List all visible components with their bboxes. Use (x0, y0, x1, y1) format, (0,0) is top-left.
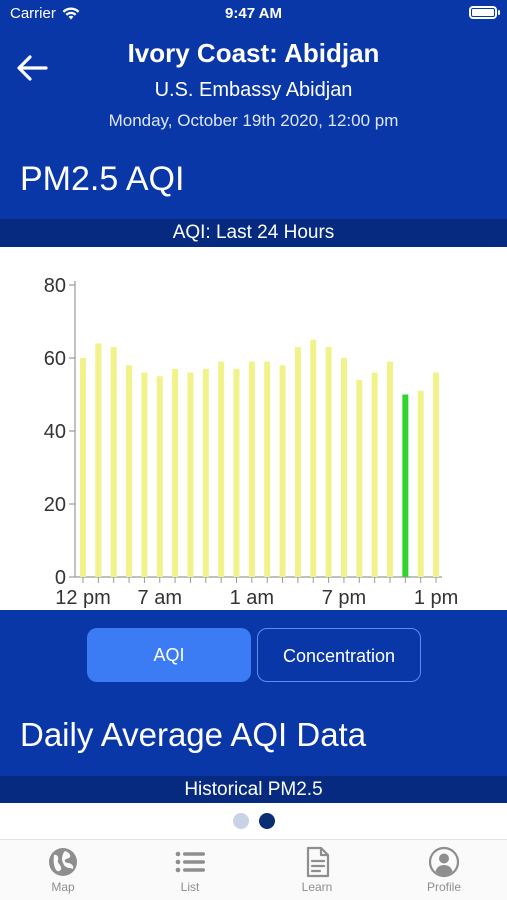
toggle-section: AQI Concentration Daily Average AQI Data (0, 610, 507, 776)
y-tick-label: 40 (44, 421, 66, 443)
aqi-bar (233, 368, 240, 577)
page-title: Ivory Coast: Abidjan (127, 38, 380, 68)
daily-average-title: Daily Average AQI Data (20, 716, 367, 753)
aqi-bar (126, 365, 133, 577)
aqi-bar (218, 361, 225, 577)
aqi-bar (202, 368, 209, 577)
page-dot-2[interactable] (258, 813, 275, 829)
document-icon (306, 846, 330, 878)
header: Carrier 9:47 AM Ivory Coast: Abidjan U.S… (0, 0, 507, 219)
aqi-bar (141, 372, 148, 577)
x-tick-label: 7 pm (322, 587, 366, 609)
page-indicator (0, 803, 507, 839)
aqi-bar (371, 372, 378, 577)
tab-map[interactable]: Map (0, 840, 126, 900)
aqi-bar (294, 347, 301, 577)
wifi-icon (62, 7, 80, 20)
current-aqi-bar (402, 394, 409, 577)
aqi-bar (433, 372, 440, 577)
globe-icon (49, 848, 77, 876)
aqi-bar (356, 379, 363, 577)
x-tick-label: 1 pm (414, 587, 458, 609)
aqi-bar (187, 372, 194, 577)
aqi-bar (95, 343, 102, 577)
aqi-bar-chart: 0 20 40 60 80 12 pm 7 am 1 am 7 pm 1 pm (44, 275, 459, 609)
tab-list-label: List (180, 880, 200, 894)
aqi-bar (279, 365, 286, 577)
battery-icon (469, 6, 500, 19)
x-tick-label: 12 pm (55, 587, 111, 609)
tab-map-label: Map (51, 880, 75, 894)
tab-profile-label: Profile (426, 880, 461, 894)
tab-learn[interactable]: Learn (254, 840, 380, 900)
aqi-bar (264, 361, 271, 577)
y-tick-label: 0 (55, 567, 66, 589)
aqi-bar (417, 390, 424, 577)
section-title: PM2.5 AQI (20, 160, 185, 198)
aqi-bar (248, 361, 255, 577)
chart-label: AQI: Last 24 Hours (0, 219, 507, 247)
tab-bar: Map List Learn Profile (0, 839, 507, 900)
y-tick-label: 60 (44, 348, 66, 370)
status-time: 9:47 AM (225, 5, 282, 22)
person-icon (428, 846, 460, 878)
aqi-bar (110, 347, 117, 577)
aqi-bar (80, 358, 86, 577)
x-tick-label: 1 am (230, 587, 274, 609)
aqi-bar (310, 339, 317, 577)
aqi-bar (156, 376, 163, 577)
station-name: U.S. Embassy Abidjan (154, 79, 353, 101)
concentration-toggle-button[interactable]: Concentration (257, 628, 421, 682)
aqi-bar (325, 347, 332, 577)
tab-list[interactable]: List (127, 840, 253, 900)
aqi-bar (387, 361, 393, 577)
aqi-toggle-button[interactable]: AQI (87, 628, 251, 682)
tab-profile[interactable]: Profile (381, 840, 507, 900)
historical-label: Historical PM2.5 (0, 776, 507, 804)
aqi-bar (340, 358, 347, 577)
page-dot-1[interactable] (232, 813, 249, 829)
aqi-chart: 0 20 40 60 80 12 pm 7 am 1 am 7 pm 1 pm (0, 247, 507, 610)
status-bar: Carrier 9:47 AM (0, 0, 507, 28)
x-tick-label: 7 am (138, 587, 182, 609)
list-icon (175, 851, 205, 873)
back-arrow-icon[interactable] (16, 54, 48, 82)
y-tick-label: 80 (44, 275, 66, 297)
reading-datetime: Monday, October 19th 2020, 12:00 pm (108, 111, 399, 130)
tab-learn-label: Learn (301, 880, 333, 894)
aqi-bar (172, 368, 179, 577)
y-tick-label: 20 (44, 494, 66, 516)
carrier-label: Carrier (10, 5, 56, 22)
